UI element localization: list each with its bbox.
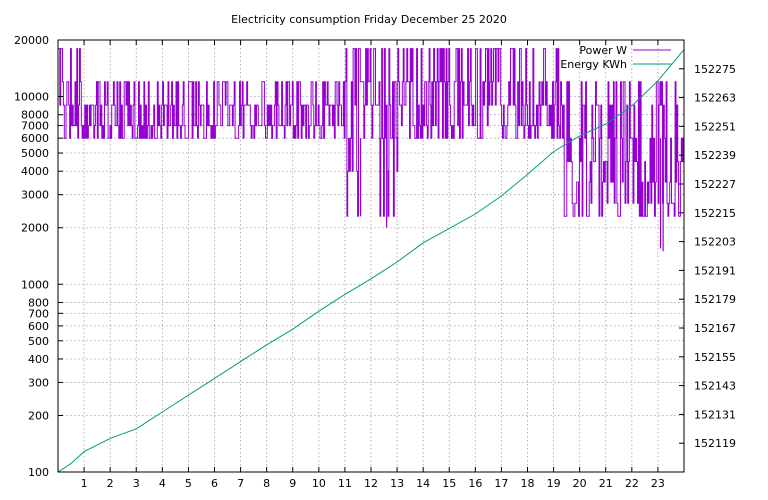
x-tick-label: 11 xyxy=(338,477,352,490)
y-right-tick-label: 152155 xyxy=(694,351,736,364)
legend-label-energy: Energy KWh xyxy=(560,58,627,71)
y-left-tick-label: 6000 xyxy=(21,132,49,145)
x-tick-label: 2 xyxy=(107,477,114,490)
x-tick-label: 8 xyxy=(263,477,270,490)
y-left-tick-label: 1000 xyxy=(21,278,49,291)
y-right-tick-label: 152119 xyxy=(694,437,736,450)
y-right-tick-label: 152179 xyxy=(694,293,736,306)
x-tick-label: 7 xyxy=(237,477,244,490)
x-tick-label: 16 xyxy=(468,477,482,490)
y-right-tick-label: 152191 xyxy=(694,264,736,277)
energy-series xyxy=(57,49,685,473)
x-tick-label: 13 xyxy=(390,477,404,490)
x-tick-label: 17 xyxy=(494,477,508,490)
y-right-tick-label: 152203 xyxy=(694,236,736,249)
y-right-tick-label: 152239 xyxy=(694,149,736,162)
y-right-tick-label: 152275 xyxy=(694,63,736,76)
y-right-tick-label: 152263 xyxy=(694,92,736,105)
x-tick-label: 6 xyxy=(211,477,218,490)
y-left-tick-label: 3000 xyxy=(21,189,49,202)
x-tick-label: 9 xyxy=(289,477,296,490)
x-tick-label: 20 xyxy=(573,477,587,490)
x-tick-label: 12 xyxy=(364,477,378,490)
y-left-tick-label: 700 xyxy=(28,307,49,320)
y-left-tick-label: 10000 xyxy=(14,91,49,104)
y-right-tick-label: 152143 xyxy=(694,380,736,393)
legend: Power W Energy KWh xyxy=(560,44,671,71)
x-tick-label: 14 xyxy=(416,477,430,490)
x-tick-label: 3 xyxy=(133,477,140,490)
y-left-tick-label: 20000 xyxy=(14,34,49,47)
chart-title: Electricity consumption Friday December … xyxy=(231,13,507,26)
x-tick-label: 5 xyxy=(185,477,192,490)
y-left-tick-label: 300 xyxy=(28,376,49,389)
y-right-tick-label: 152215 xyxy=(694,207,736,220)
y-left-tick-label: 600 xyxy=(28,320,49,333)
axes-ticks: 1 2 3 4 5 6 7 8 9 10 11 12 13 14 15 16 17 18 19 20 21 22 23100… xyxy=(14,34,736,490)
y-left-tick-label: 7000 xyxy=(21,120,49,133)
x-tick-label: 18 xyxy=(521,477,535,490)
y-right-tick-label: 152227 xyxy=(694,178,736,191)
y-right-tick-label: 152131 xyxy=(694,408,736,421)
x-tick-label: 22 xyxy=(625,477,639,490)
y-left-tick-label: 800 xyxy=(28,296,49,309)
y-left-tick-label: 4000 xyxy=(21,165,49,178)
y-left-tick-label: 8000 xyxy=(21,109,49,122)
y-right-tick-label: 152251 xyxy=(694,120,736,133)
x-tick-label: 21 xyxy=(599,477,613,490)
legend-label-power: Power W xyxy=(579,44,627,57)
energy-series-line xyxy=(57,49,685,473)
y-left-tick-label: 5000 xyxy=(21,147,49,160)
x-tick-label: 15 xyxy=(442,477,456,490)
y-left-tick-label: 200 xyxy=(28,409,49,422)
x-tick-label: 1 xyxy=(81,477,88,490)
y-left-tick-label: 100 xyxy=(28,466,49,479)
y-left-tick-label: 500 xyxy=(28,335,49,348)
x-tick-label: 23 xyxy=(651,477,665,490)
x-tick-label: 19 xyxy=(547,477,561,490)
y-right-tick-label: 152167 xyxy=(694,322,736,335)
y-left-tick-label: 400 xyxy=(28,353,49,366)
power-series-line xyxy=(58,48,685,217)
power-series xyxy=(58,48,685,252)
x-tick-label: 10 xyxy=(312,477,326,490)
y-left-tick-label: 2000 xyxy=(21,222,49,235)
x-tick-label: 4 xyxy=(159,477,166,490)
